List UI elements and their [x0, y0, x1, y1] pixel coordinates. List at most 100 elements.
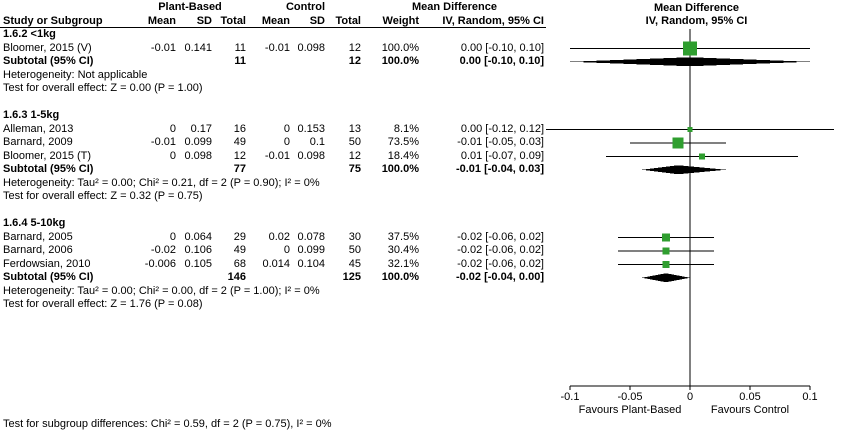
ctl-mean-cell: -0.01 [264, 41, 290, 54]
study-label: Barnard, 2009 [3, 136, 73, 148]
pb-subtotal-cell: 11 [234, 55, 246, 67]
table-header-groups: Plant-Based Control Mean Difference [0, 0, 546, 14]
pb-total-cell: 68 [233, 257, 246, 270]
ctl-mean-cell: 0 [283, 122, 290, 135]
ctl-sd-cell: 0.099 [297, 244, 325, 256]
pb-total-cell: 49 [233, 244, 246, 256]
pb-subtotal-cell: 146 [227, 271, 246, 283]
ctl-total-cell: 50 [348, 244, 361, 256]
pb-mean-cell: -0.02 [150, 244, 176, 256]
study-row: Barnard, 2009 -0.01 0.099 49 0 0.1 50 73.5% -0.0… [0, 136, 546, 150]
effect-square [687, 126, 693, 132]
subgroup-difference-note: Test for subgroup differences: Chi² = 0.… [3, 418, 332, 430]
subgroup-title: 1.6.2 <1kg [3, 28, 56, 40]
ctl-sd-cell: 0.1 [309, 136, 325, 148]
subtotal-label: Subtotal (95% CI) [3, 271, 94, 283]
study-label: Bloomer, 2015 (T) [3, 149, 92, 162]
overall-effect-row: Test for overall effect: Z = 0.00 (P = 1… [0, 82, 546, 96]
heterogeneity-row: Heterogeneity: Tau² = 0.00; Chi² = 0.00,… [0, 285, 546, 299]
study-label: Ferdowsian, 2010 [3, 257, 91, 270]
subtotal-diamond [570, 57, 810, 67]
effect-square [683, 41, 697, 56]
ctl-sd-cell: 0.104 [297, 257, 325, 270]
ctl-sd-cell: 0.098 [297, 41, 325, 54]
group1-header: Plant-Based [158, 1, 222, 13]
pb-subtotal-cell: 77 [233, 163, 246, 175]
subgroup-title: 1.6.3 1-5kg [3, 109, 60, 121]
overall-effect-note: Test for overall effect: Z = 0.00 (P = 1… [3, 82, 203, 94]
weight-subtotal-cell: 100.0% [381, 271, 419, 283]
overall-effect-note: Test for overall effect: Z = 1.76 (P = 0… [3, 298, 203, 310]
favours-left-label: Favours Plant-Based [579, 404, 682, 416]
weight-cell: 37.5% [387, 230, 419, 243]
ctl-total-cell: 12 [348, 41, 361, 54]
heterogeneity-row: Heterogeneity: Tau² = 0.00; Chi² = 0.21,… [0, 177, 546, 191]
subtotal-row: Subtotal (95% CI) 77 75 100.0% -0.01 [-0.04,… [0, 163, 546, 177]
ctl-total-cell: 50 [348, 136, 361, 148]
md-ci-cell: 0.01 [-0.07, 0.09] [460, 149, 544, 162]
weight-cell: 18.4% [387, 149, 419, 162]
cell [132, 55, 178, 69]
subtotal-diamond [642, 165, 726, 175]
study-label: Bloomer, 2015 (V) [3, 41, 92, 54]
pb-sd-cell: 0.105 [184, 257, 212, 270]
weight-subtotal-cell: 100.0% [381, 55, 419, 67]
spacer-row [0, 204, 546, 218]
ctl-mean-cell: 0 [283, 244, 290, 256]
pb-sd-cell: 0.099 [184, 136, 212, 148]
plot-title: Mean Difference [654, 2, 739, 14]
favours-right-label: Favours Control [711, 404, 789, 416]
pb-total-cell: 29 [233, 230, 246, 243]
col-pb-mean-header: Mean [147, 15, 176, 27]
axis-tick-label: 0.1 [802, 391, 817, 403]
study-row: Bloomer, 2015 (V) -0.01 0.141 11 -0.01 0.098 1… [0, 42, 546, 56]
ctl-subtotal-cell: 125 [342, 271, 361, 283]
heterogeneity-row: Heterogeneity: Not applicable [0, 69, 546, 83]
study-row: Ferdowsian, 2010 -0.006 0.105 68 0.014 0.104 4… [0, 258, 546, 272]
subgroup-title-row: 1.6.3 1-5kg [0, 109, 546, 123]
ctl-subtotal-cell: 75 [348, 163, 361, 175]
pb-sd-cell: 0.17 [190, 122, 212, 135]
axis-tick-label: -0.05 [617, 391, 642, 403]
col-ctl-mean-header: Mean [261, 15, 290, 27]
cell [292, 163, 327, 177]
pb-total-cell: 16 [233, 122, 246, 135]
spacer-row [0, 96, 546, 110]
pb-sd-cell: 0.098 [184, 149, 212, 162]
pb-sd-cell: 0.064 [184, 230, 212, 243]
effect-square [699, 153, 705, 160]
cell [248, 271, 292, 285]
col-pb-sd-header: SD [196, 15, 212, 27]
header-spacer [0, 0, 132, 14]
cell [132, 271, 178, 285]
subgroup-title: 1.6.4 5-10kg [3, 217, 66, 229]
ctl-total-cell: 30 [348, 230, 361, 243]
weight-subtotal-cell: 100.0% [381, 163, 419, 175]
subgroup-title-row: 1.6.2 <1kg [0, 28, 546, 42]
study-row: Barnard, 2006 -0.02 0.106 49 0 0.099 50 30.4% -0… [0, 244, 546, 258]
subtotal-row: Subtotal (95% CI) 146 125 100.0% -0.02 [-0.0… [0, 271, 546, 285]
study-label: Barnard, 2006 [3, 244, 73, 256]
pb-total-cell: 49 [233, 136, 246, 148]
plot-subtitle: IV, Random, 95% CI [645, 15, 748, 27]
col-ci-header: IV, Random, 95% CI [442, 15, 544, 27]
overall-effect-note: Test for overall effect: Z = 0.32 (P = 0… [3, 190, 203, 202]
study-label: Alleman, 2013 [3, 122, 74, 135]
study-row: Barnard, 2005 0 0.064 29 0.02 0.078 30 37.5% -0.… [0, 231, 546, 245]
col-study-header: Study or Subgroup [3, 15, 103, 27]
pb-mean-cell: -0.01 [150, 41, 176, 54]
axis-tick-label: 0.05 [739, 391, 760, 403]
col-weight-header: Weight [382, 15, 419, 27]
md-ci-cell: 0.00 [-0.10, 0.10] [460, 41, 544, 54]
pb-mean-cell: -0.01 [150, 136, 176, 148]
md-ci-cell: -0.01 [-0.05, 0.03] [457, 136, 544, 148]
axis-tick-label: -0.1 [561, 391, 580, 403]
heterogeneity-note: Heterogeneity: Not applicable [3, 68, 148, 81]
col-ctl-total-header: Total [335, 15, 361, 27]
md-ci-cell: -0.02 [-0.06, 0.02] [457, 230, 544, 243]
study-row: Alleman, 2013 0 0.17 16 0 0.153 13 8.1% 0.00 [-0… [0, 123, 546, 137]
weight-cell: 32.1% [387, 257, 419, 270]
ctl-sd-cell: 0.098 [297, 149, 325, 162]
cell [178, 163, 214, 177]
pb-mean-cell: 0 [169, 149, 176, 162]
